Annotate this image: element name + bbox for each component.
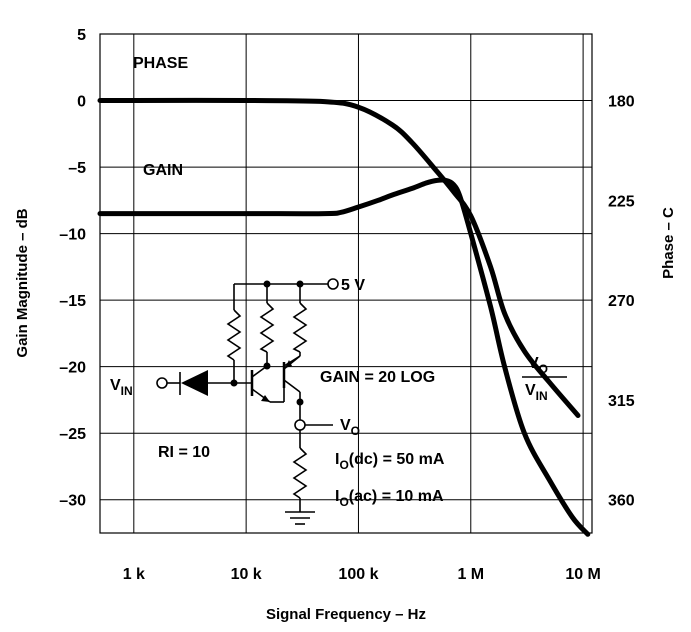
y-tick-label: –5 xyxy=(68,160,86,177)
supply-terminal xyxy=(328,279,338,289)
diode-icon xyxy=(181,370,208,396)
y2-tick-label: 225 xyxy=(608,193,635,210)
vo-terminal xyxy=(295,420,305,430)
y-tick-label: 5 xyxy=(77,27,86,44)
y2-tick-label: 360 xyxy=(608,493,635,510)
phase-label: PHASE xyxy=(133,55,188,72)
q1-collector xyxy=(252,366,267,377)
y-tick-label: –20 xyxy=(59,360,86,377)
y-tick-label: –10 xyxy=(59,227,86,244)
io-ac-label: IO(ac) = 10 mA xyxy=(335,488,444,509)
y2-tick-label: 180 xyxy=(608,94,635,111)
q2-collector xyxy=(284,380,300,392)
ri-label: RI = 10 xyxy=(158,444,210,461)
x-tick-label: 10 k xyxy=(231,566,262,583)
x-tick-label: 100 k xyxy=(338,566,378,583)
supply-label: 5 V xyxy=(341,277,365,294)
load-resistor xyxy=(294,448,306,498)
resistor-3 xyxy=(294,303,306,352)
x-tick-label: 10 M xyxy=(565,566,601,583)
resistor-1 xyxy=(228,310,240,360)
circuit-schematic: 5 V VIN xyxy=(110,277,365,524)
y-tick-label: –15 xyxy=(59,293,86,310)
y-axis-label: Gain Magnitude – dB xyxy=(14,208,31,357)
y2-tick-label: 315 xyxy=(608,393,635,410)
x-tick-label: 1 M xyxy=(457,566,484,583)
x-axis-label: Signal Frequency – Hz xyxy=(266,606,426,623)
vin-label: VIN xyxy=(110,377,133,398)
svg-text:VO: VO xyxy=(528,355,548,376)
gain-label: GAIN xyxy=(143,162,183,179)
io-dc-label: IO(dc) = 50 mA xyxy=(335,451,445,472)
vo-label: VO xyxy=(340,417,360,438)
ground-icon xyxy=(285,512,315,524)
output-node xyxy=(297,399,304,406)
vin-terminal xyxy=(157,378,167,388)
svg-text:VIN: VIN xyxy=(525,382,548,403)
y-tick-label: –25 xyxy=(59,426,86,443)
gain-curve xyxy=(100,180,588,534)
y-tick-label: –30 xyxy=(59,493,86,510)
resistor-2 xyxy=(261,303,273,352)
y2-tick-label: 270 xyxy=(608,293,635,310)
gain-formula: GAIN = 20 LOG xyxy=(320,369,435,386)
base-node xyxy=(231,380,238,387)
y-tick-label: 0 xyxy=(77,94,86,111)
y2-axis-label: Phase – C xyxy=(660,207,677,279)
x-tick-label: 1 k xyxy=(123,566,145,583)
